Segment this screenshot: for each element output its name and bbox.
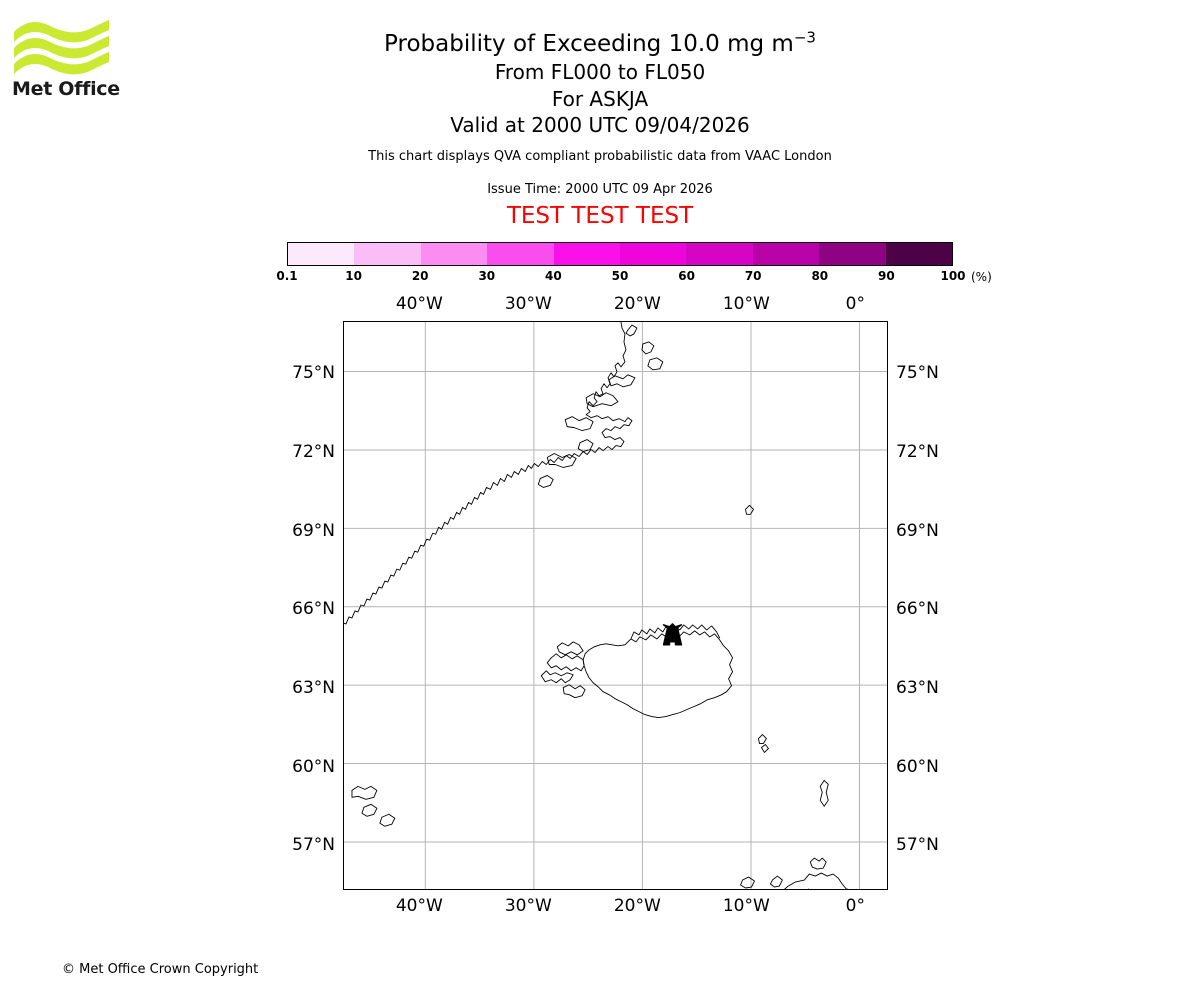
- map-plot-area[interactable]: [343, 321, 888, 890]
- title-volcano: For ASKJA: [551, 86, 649, 111]
- lat-tick-left-60°N: 60°N: [292, 756, 335, 777]
- colorbar-segment-9: [885, 243, 953, 265]
- issue-time: Issue Time: 2000 UTC 09 Apr 2026: [487, 181, 713, 197]
- lon-tick-0°: 0°: [845, 896, 865, 916]
- lon-tick-40°W: 40°W: [395, 294, 443, 314]
- lat-tick-left-75°N: 75°N: [292, 363, 335, 384]
- colorbar-segment-7: [752, 243, 820, 265]
- volcano-marker-askja[interactable]: [662, 623, 683, 646]
- chart-note: This chart displays QVA compliant probab…: [368, 148, 832, 164]
- lon-tick-40°W: 40°W: [395, 896, 443, 916]
- page-title: Probability of Exceeding 10.0 mg m−3: [0, 29, 1200, 59]
- map-canvas: [344, 322, 887, 889]
- lat-tick-right-75°N: 75°N: [896, 363, 939, 384]
- lat-tick-left-69°N: 69°N: [292, 520, 335, 541]
- colorbar-segment-6: [686, 243, 753, 265]
- colorbar-segment-3: [487, 243, 554, 265]
- colorbar-segment-2: [420, 243, 488, 265]
- lon-tick-0°: 0°: [845, 294, 865, 314]
- lat-tick-right-72°N: 72°N: [896, 442, 939, 463]
- lat-tick-left-57°N: 57°N: [292, 835, 335, 856]
- lon-tick-10°W: 10°W: [722, 896, 770, 916]
- lat-tick-right-60°N: 60°N: [896, 756, 939, 777]
- coastlines: [344, 322, 848, 889]
- colorbar-segment-1: [354, 243, 421, 265]
- lon-tick-30°W: 30°W: [504, 294, 552, 314]
- colorbar-tick-80: 80: [811, 269, 829, 283]
- colorbar-tick-10: 10: [345, 269, 362, 283]
- test-banner: TEST TEST TEST: [506, 202, 694, 229]
- lat-tick-right-66°N: 66°N: [896, 599, 939, 620]
- lon-tick-30°W: 30°W: [504, 896, 552, 916]
- colorbar: [287, 242, 953, 266]
- colorbar-segment-8: [819, 243, 886, 265]
- colorbar-tick-30: 30: [478, 269, 496, 283]
- title-flight-levels: From FL000 to FL050: [494, 60, 706, 84]
- lat-tick-left-66°N: 66°N: [292, 599, 335, 620]
- colorbar-tick-70: 70: [744, 269, 762, 283]
- colorbar-tick-40: 40: [545, 269, 562, 283]
- lat-tick-left-72°N: 72°N: [292, 442, 335, 463]
- map-gridlines: [344, 322, 887, 889]
- met-office-wordmark: Met Office: [12, 78, 120, 100]
- lon-tick-10°W: 10°W: [722, 294, 770, 314]
- lon-tick-20°W: 20°W: [613, 896, 661, 916]
- colorbar-segment-4: [553, 243, 621, 265]
- lat-tick-right-69°N: 69°N: [896, 520, 939, 541]
- colorbar-tick-50: 50: [611, 269, 629, 283]
- colorbar-tick-60: 60: [678, 269, 695, 283]
- colorbar-segment-0: [288, 243, 355, 265]
- colorbar-tick-0.1: 0.1: [276, 269, 298, 283]
- copyright-notice: © Met Office Crown Copyright: [62, 962, 259, 977]
- colorbar-tick-labels: 0.1 10 20 30 40 50 60 70 80 90 100: [276, 268, 965, 286]
- title-block: Probability of Exceeding 10.0 mg m−3 Fro…: [0, 0, 1200, 230]
- met-office-logo: Met Office: [12, 18, 132, 113]
- title-valid-time: Valid at 2000 UTC 09/04/2026: [450, 113, 750, 137]
- met-office-wave-mark: [14, 20, 109, 75]
- lon-tick-20°W: 20°W: [613, 294, 661, 314]
- colorbar-unit-label: (%): [971, 270, 992, 284]
- colorbar-tick-90: 90: [878, 269, 895, 283]
- colorbar-tick-100: 100: [940, 269, 966, 283]
- lat-tick-left-63°N: 63°N: [292, 678, 335, 699]
- page-title-exponent: −3: [793, 28, 816, 47]
- colorbar-segment-5: [620, 243, 687, 265]
- colorbar-tick-20: 20: [411, 269, 429, 283]
- colorbar-gradient: [287, 242, 953, 266]
- lat-tick-right-63°N: 63°N: [896, 678, 939, 699]
- lat-tick-right-57°N: 57°N: [896, 835, 939, 856]
- page-title-text: Probability of Exceeding 10.0 mg m: [384, 31, 794, 57]
